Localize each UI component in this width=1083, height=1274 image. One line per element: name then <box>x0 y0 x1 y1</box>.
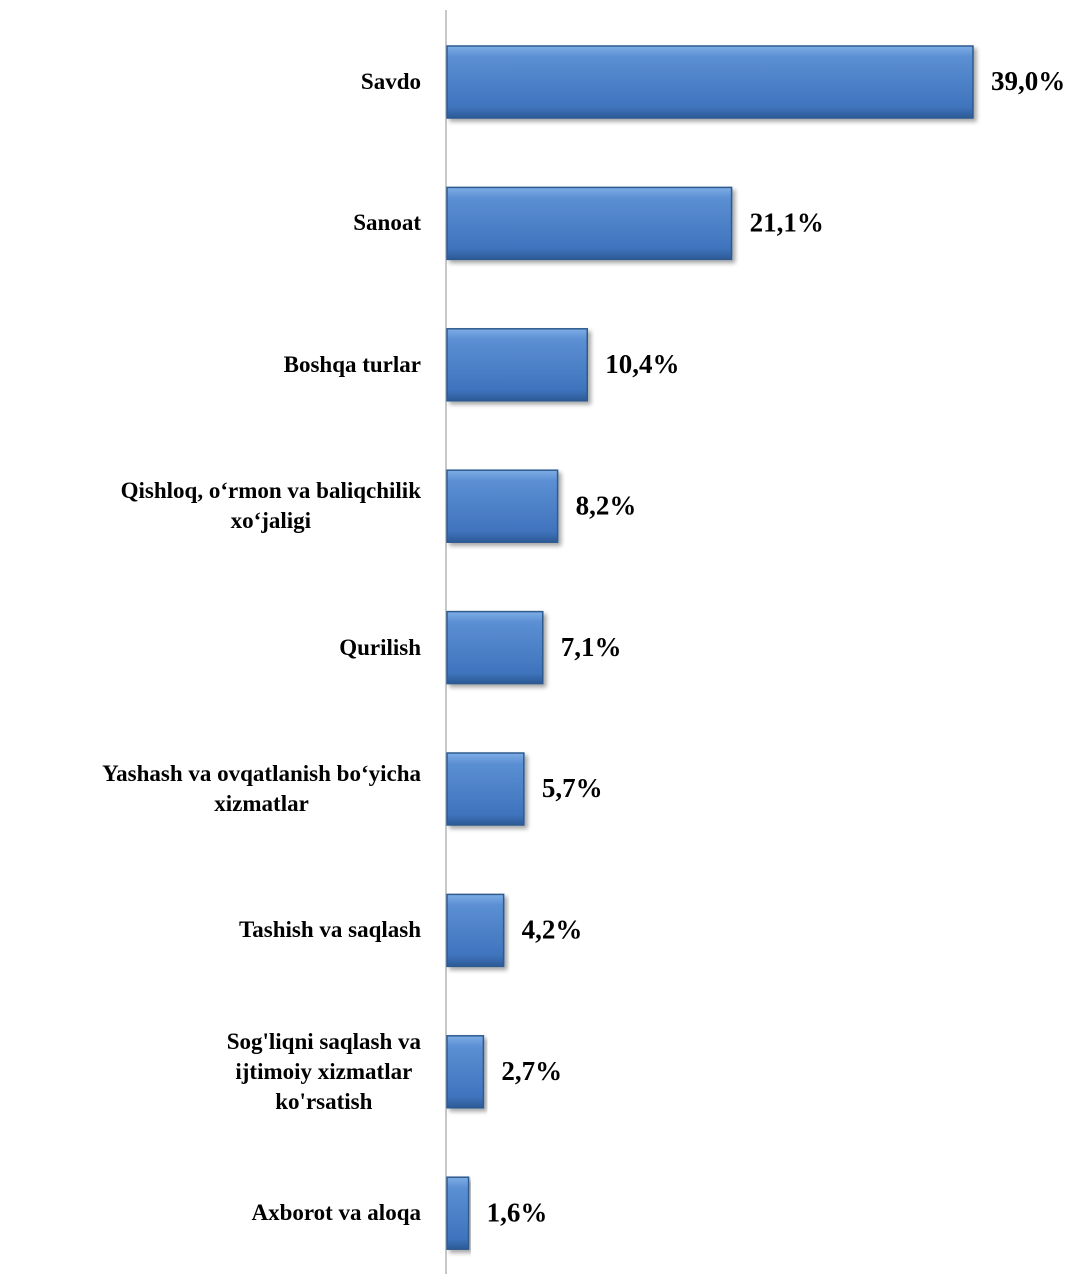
value-label: 2,7% <box>501 1056 562 1086</box>
category-label: Boshqa turlar <box>283 351 421 377</box>
bar <box>446 893 505 968</box>
category-label: Yashash va ovqatlanish bo‘yicha xizmatla… <box>102 761 421 816</box>
category-label: Savdo <box>360 69 421 94</box>
category-label: Sog'liqni saqlash va ijtimoiy xizmatlar … <box>226 1028 421 1114</box>
bar <box>446 45 974 119</box>
category-label: Tashish va saqlash <box>239 917 421 943</box>
value-label: 4,2% <box>522 915 583 945</box>
bar <box>446 1176 470 1250</box>
bar <box>446 186 733 261</box>
value-label: 1,6% <box>487 1197 548 1227</box>
bar <box>446 1035 485 1109</box>
bar <box>446 610 544 685</box>
bar <box>446 469 559 543</box>
category-label: Qurilish <box>339 634 421 660</box>
value-label: 8,2% <box>576 490 637 520</box>
value-label: 7,1% <box>561 632 622 662</box>
category-label: Qishloq, o‘rmon va baliqchilik xo‘jaligi <box>120 478 421 534</box>
value-label: 5,7% <box>542 773 603 803</box>
value-label: 21,1% <box>750 208 824 238</box>
bar <box>446 328 589 402</box>
value-label: 10,4% <box>605 349 679 379</box>
category-label: Axborot va aloqa <box>251 1200 421 1226</box>
category-label: Sanoat <box>353 210 421 236</box>
bar <box>446 752 525 826</box>
value-label: 39,0% <box>991 66 1065 96</box>
